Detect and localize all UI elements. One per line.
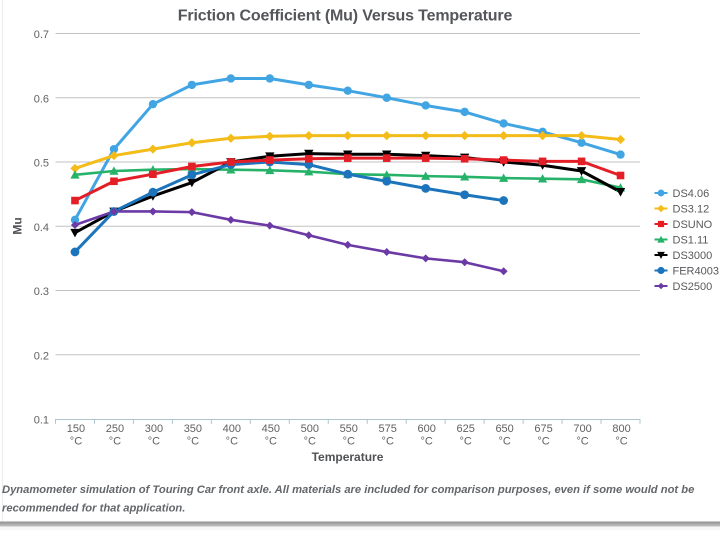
- svg-text:0.6: 0.6: [34, 93, 49, 105]
- svg-text:°C: °C: [148, 436, 160, 448]
- svg-text:°C: °C: [265, 436, 277, 448]
- svg-text:°C: °C: [70, 436, 82, 448]
- svg-text:Dynamometer simulation of Tour: Dynamometer simulation of Touring Car fr…: [2, 484, 694, 496]
- svg-text:700: 700: [573, 423, 591, 435]
- svg-text:0.5: 0.5: [34, 158, 49, 170]
- svg-text:350: 350: [184, 423, 202, 435]
- svg-text:0.7: 0.7: [34, 29, 49, 41]
- svg-text:DSUNO: DSUNO: [673, 219, 713, 231]
- svg-text:Friction Coefficient (Mu) Vers: Friction Coefficient (Mu) Versus Tempera…: [178, 8, 513, 25]
- svg-text:625: 625: [456, 423, 474, 435]
- svg-text:550: 550: [340, 423, 358, 435]
- svg-text:DS3000: DS3000: [673, 250, 713, 262]
- svg-text:150: 150: [67, 423, 85, 435]
- svg-text:675: 675: [534, 423, 552, 435]
- svg-text:575: 575: [379, 423, 397, 435]
- svg-text:450: 450: [262, 423, 280, 435]
- svg-text:650: 650: [495, 423, 513, 435]
- svg-text:Temperature: Temperature: [312, 450, 384, 464]
- svg-text:DS1.11: DS1.11: [673, 235, 709, 247]
- svg-text:°C: °C: [382, 436, 394, 448]
- svg-text:°C: °C: [226, 436, 238, 448]
- svg-text:0.1: 0.1: [34, 415, 49, 427]
- svg-text:°C: °C: [459, 436, 471, 448]
- svg-text:0.4: 0.4: [34, 222, 49, 234]
- svg-text:400: 400: [223, 423, 241, 435]
- svg-text:DS4.06: DS4.06: [673, 188, 710, 200]
- svg-text:800: 800: [612, 423, 630, 435]
- svg-text:°C: °C: [498, 436, 510, 448]
- svg-text:°C: °C: [421, 436, 433, 448]
- svg-text:°C: °C: [576, 436, 588, 448]
- svg-text:°C: °C: [537, 436, 549, 448]
- svg-text:250: 250: [106, 423, 124, 435]
- svg-text:0.3: 0.3: [34, 286, 49, 298]
- svg-text:300: 300: [145, 423, 163, 435]
- svg-text:FER4003: FER4003: [673, 266, 719, 278]
- svg-text:DS3.12: DS3.12: [673, 204, 710, 216]
- svg-text:°C: °C: [109, 436, 121, 448]
- svg-text:500: 500: [301, 423, 319, 435]
- svg-text:°C: °C: [615, 436, 627, 448]
- svg-text:600: 600: [418, 423, 436, 435]
- svg-text:Mu: Mu: [11, 217, 25, 234]
- svg-text:°C: °C: [187, 436, 199, 448]
- svg-text:DS2500: DS2500: [673, 281, 713, 293]
- svg-text:recommended for that applicati: recommended for that application.: [2, 503, 185, 515]
- svg-text:0.2: 0.2: [34, 350, 49, 362]
- svg-text:°C: °C: [304, 436, 316, 448]
- svg-text:°C: °C: [343, 436, 355, 448]
